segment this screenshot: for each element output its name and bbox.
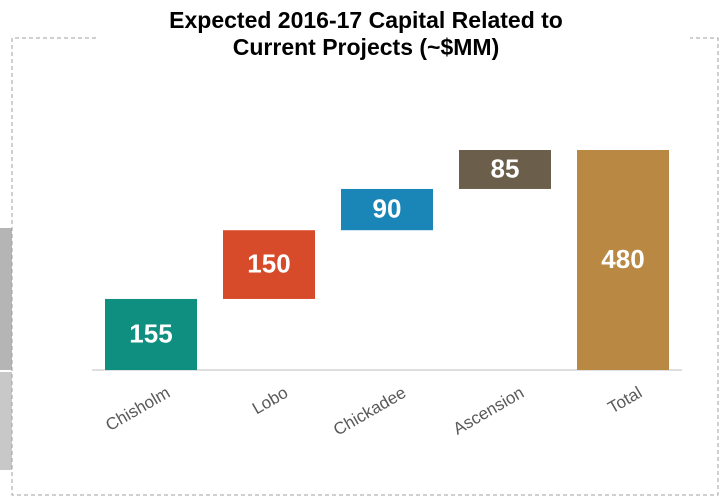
- bar: [223, 230, 315, 299]
- data-label: 480: [601, 244, 644, 274]
- data-label: 90: [373, 193, 402, 223]
- data-label: 85: [491, 153, 520, 183]
- bar: [577, 150, 669, 370]
- frame: [11, 37, 719, 496]
- x-tick-label: Ascension: [450, 383, 527, 439]
- chart-title: Current Projects (~$MM): [233, 34, 499, 60]
- x-tick-label: Chisholm: [102, 383, 173, 435]
- bar: [459, 150, 551, 189]
- data-label: 155: [129, 318, 172, 348]
- data-label: 150: [247, 248, 290, 278]
- bar: [341, 188, 433, 231]
- x-tick-label: Lobo: [249, 383, 291, 418]
- x-tick-label: Chickadee: [330, 383, 409, 440]
- side-tab: [0, 228, 12, 370]
- bar: [105, 298, 197, 370]
- x-tick-label: Total: [605, 383, 646, 417]
- chart-title: Expected 2016-17 Capital Related to: [169, 7, 563, 33]
- side-tab: [0, 372, 12, 470]
